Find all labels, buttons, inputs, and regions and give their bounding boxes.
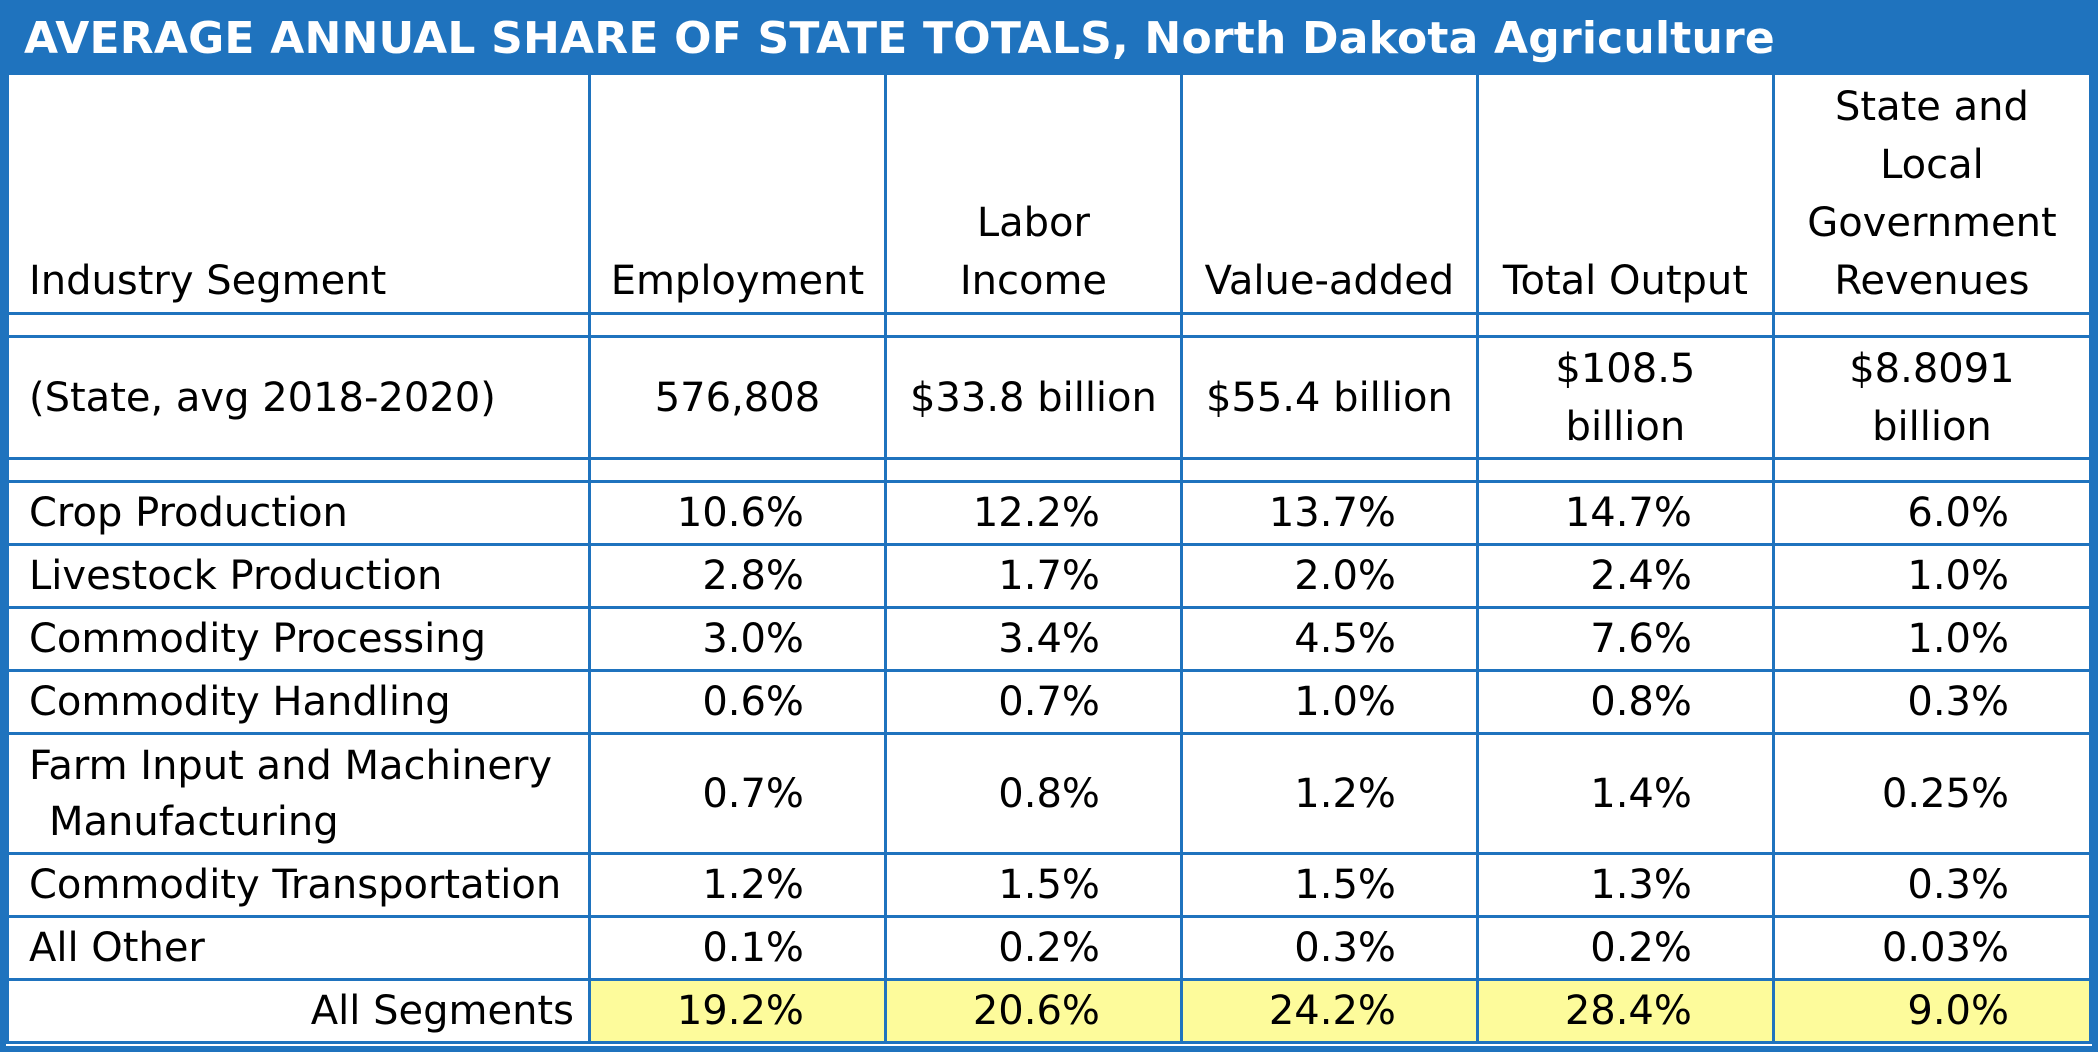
table-row: Commodity Handling 0.6% 0.7% 1.0% 0.8% 0.3% [6,669,2093,735]
cell-value-added: 1.2% [1179,732,1479,855]
cell-value-added: 2.0% [1179,543,1479,609]
cell-value-added: 1.5% [1179,852,1479,918]
cell-employment: 10.6% [587,480,887,546]
table-row: Livestock Production 2.8% 1.7% 2.0% 2.4% 1.0% [6,543,2093,609]
cell-labor-income: 0.2% [883,915,1183,981]
state-value-added: $55.4 billion [1179,335,1479,460]
cell-value-added: 24.2% [1179,978,1479,1044]
header-labor-income-text: Labor Income [959,200,1108,304]
cell-total-output: 2.4% [1475,543,1775,609]
cell-govt-revenues: 0.3% [1771,852,2093,918]
cell-govt-revenues: 0.25% [1771,732,2093,855]
segment-label: Commodity Handling [6,669,591,735]
cell-govt-revenues: 1.0% [1771,543,2093,609]
cell-value-added: 13.7% [1179,480,1479,546]
segment-label-line: Manufacturing [49,798,339,845]
cell-employment: 19.2% [587,978,887,1044]
cell-total-output: 1.4% [1475,732,1775,855]
cell-total-output: 28.4% [1475,978,1775,1044]
segment-label: All Other [6,915,591,981]
cell-employment: 1.2% [587,852,887,918]
cell-labor-income: 0.8% [883,732,1183,855]
cell-govt-revenues: 9.0% [1771,978,2093,1044]
table-title: AVERAGE ANNUAL SHARE OF STATE TOTALS, No… [0,0,2098,72]
state-total-output-text: $108.5 billion [1555,345,1696,450]
header-row: Industry Segment Employment Labor Income… [6,72,2093,315]
segment-label: Commodity Transportation [6,852,591,918]
segment-label-line: Farm Input and Machinery [29,742,553,789]
cell-labor-income: 3.4% [883,606,1183,672]
state-labor-income: $33.8 billion [883,335,1183,460]
share-table: Industry Segment Employment Labor Income… [6,72,2093,1044]
cell-employment: 0.1% [587,915,887,981]
cell-total-output: 1.3% [1475,852,1775,918]
spacer-row [6,457,2093,483]
cell-govt-revenues: 0.3% [1771,669,2093,735]
cell-labor-income: 20.6% [883,978,1183,1044]
cell-employment: 3.0% [587,606,887,672]
header-value-added: Value-added [1179,72,1479,315]
segment-label: Farm Input and Machinery Manufacturing [6,732,591,855]
table-body: Industry Segment Employment Labor Income… [6,72,2093,1044]
segment-label: Crop Production [6,480,591,546]
cell-labor-income: 12.2% [883,480,1183,546]
segment-label: Livestock Production [6,543,591,609]
header-employment: Employment [587,72,887,315]
state-total-output: $108.5 billion [1475,335,1775,460]
cell-value-added: 4.5% [1179,606,1479,672]
cell-employment: 0.7% [587,732,887,855]
table-row: Farm Input and Machinery Manufacturing 0.7… [6,732,2093,855]
all-segments-row: All Segments 19.2% 20.6% 24.2% 28.4% 9.0% [6,978,2093,1044]
cell-employment: 0.6% [587,669,887,735]
state-employment: 576,808 [587,335,887,460]
header-industry-segment: Industry Segment [6,72,591,315]
spacer-row [6,312,2093,338]
header-total-output: Total Output [1475,72,1775,315]
cell-total-output: 14.7% [1475,480,1775,546]
cell-total-output: 7.6% [1475,606,1775,672]
cell-total-output: 0.2% [1475,915,1775,981]
header-labor-income: Labor Income [883,72,1183,315]
segment-label: Commodity Processing [6,606,591,672]
table-row: Commodity Processing 3.0% 3.4% 4.5% 7.6% 1.0% [6,606,2093,672]
cell-value-added: 0.3% [1179,915,1479,981]
cell-govt-revenues: 1.0% [1771,606,2093,672]
table-row: All Other 0.1% 0.2% 0.3% 0.2% 0.03% [6,915,2093,981]
cell-value-added: 1.0% [1179,669,1479,735]
cell-govt-revenues: 0.03% [1771,915,2093,981]
state-govt-revenues-text: $8.8091 billion [1849,345,2015,450]
state-totals-row: (State, avg 2018-2020) 576,808 $33.8 bil… [6,335,2093,460]
header-govt-revenues: State and Local Government Revenues [1771,72,2093,315]
cell-labor-income: 0.7% [883,669,1183,735]
header-govt-revenues-text: State and Local Government Revenues [1807,84,2057,304]
state-govt-revenues: $8.8091 billion [1771,335,2093,460]
cell-employment: 2.8% [587,543,887,609]
cell-total-output: 0.8% [1475,669,1775,735]
cell-labor-income: 1.7% [883,543,1183,609]
segment-label: All Segments [6,978,591,1044]
cell-labor-income: 1.5% [883,852,1183,918]
cell-govt-revenues: 6.0% [1771,480,2093,546]
state-label: (State, avg 2018-2020) [6,335,591,460]
table-row: Crop Production 10.6% 12.2% 13.7% 14.7% 6.0% [6,480,2093,546]
table-row: Commodity Transportation 1.2% 1.5% 1.5% 1.3%… [6,852,2093,918]
